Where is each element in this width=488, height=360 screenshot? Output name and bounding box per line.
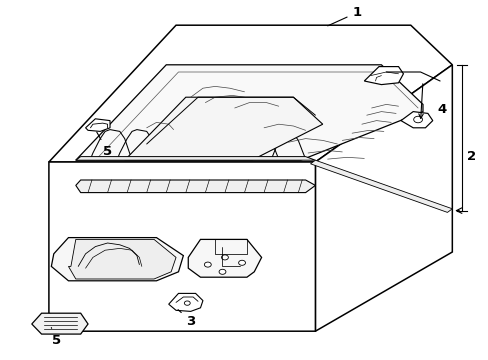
Text: 2: 2 <box>467 150 475 163</box>
Circle shape <box>219 269 225 274</box>
Polygon shape <box>76 65 422 160</box>
Text: 5: 5 <box>97 132 112 158</box>
Polygon shape <box>310 160 451 212</box>
Polygon shape <box>51 238 183 281</box>
Polygon shape <box>49 162 315 331</box>
Circle shape <box>221 255 228 260</box>
Text: 3: 3 <box>178 310 195 328</box>
Polygon shape <box>68 239 176 279</box>
Polygon shape <box>188 239 261 277</box>
Polygon shape <box>76 180 315 193</box>
Polygon shape <box>85 119 110 131</box>
Circle shape <box>184 301 190 305</box>
Polygon shape <box>364 67 403 85</box>
Text: 1: 1 <box>327 6 361 26</box>
Polygon shape <box>49 25 451 162</box>
Circle shape <box>238 260 245 265</box>
Polygon shape <box>32 313 88 334</box>
Polygon shape <box>400 112 432 128</box>
Polygon shape <box>76 157 315 160</box>
Text: 5: 5 <box>51 328 61 347</box>
Text: 4: 4 <box>437 103 446 116</box>
Polygon shape <box>315 65 451 331</box>
Polygon shape <box>168 293 203 311</box>
Circle shape <box>413 116 422 123</box>
Circle shape <box>204 262 211 267</box>
Polygon shape <box>124 97 322 160</box>
